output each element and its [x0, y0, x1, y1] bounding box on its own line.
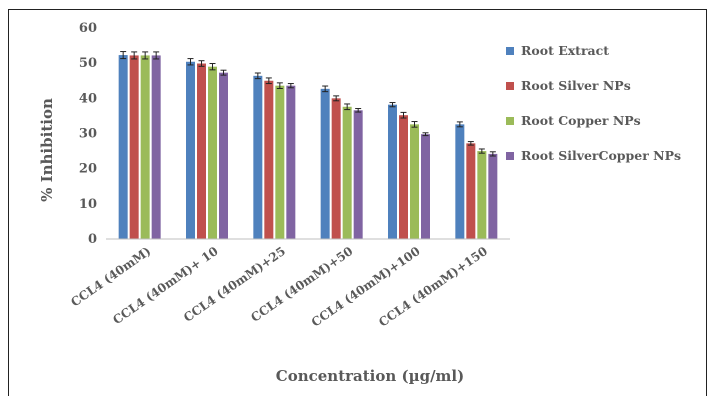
- bar-3-5: [488, 153, 498, 239]
- legend-swatch-2: [506, 117, 514, 125]
- bar-3-1: [219, 72, 228, 239]
- bar-2-4: [410, 124, 419, 239]
- bar-0-3: [320, 88, 330, 239]
- y-tick-label: 20: [79, 162, 97, 177]
- legend-label-3: Root SilverCopper NPs: [521, 148, 681, 163]
- x-tick-label: CCL4 (40mM)+100: [309, 244, 423, 330]
- y-tick-label: 60: [79, 21, 97, 36]
- legend-swatch-0: [506, 47, 514, 55]
- y-tick-label: 30: [79, 127, 97, 142]
- legend-label-1: Root Silver NPs: [521, 78, 631, 93]
- bar-0-4: [388, 104, 397, 239]
- bar-1-5: [466, 143, 476, 239]
- bar-1-3: [331, 98, 341, 239]
- y-tick-label: 40: [79, 91, 97, 106]
- bar-1-4: [399, 115, 408, 239]
- bar-0-5: [455, 124, 465, 239]
- legend-swatch-3: [506, 152, 514, 160]
- bar-0-1: [186, 61, 195, 240]
- bar-2-3: [342, 106, 352, 239]
- bar-1-1: [197, 63, 206, 239]
- bar-3-4: [421, 134, 430, 239]
- x-tick-label: CCL4 (40mM)+150: [376, 244, 490, 330]
- y-axis-title: % Inhibition: [38, 98, 56, 202]
- bar-0-2: [253, 75, 263, 240]
- bar-3-3: [353, 110, 363, 239]
- y-tick-label: 10: [79, 197, 97, 212]
- x-axis-title: Concentration (µg/ml): [276, 367, 464, 385]
- legend-label-0: Root Extract: [521, 43, 609, 58]
- y-tick-label: 0: [88, 232, 97, 247]
- bar-2-0: [140, 55, 150, 240]
- bar-2-1: [208, 66, 217, 239]
- bar-3-0: [151, 55, 161, 240]
- bar-1-0: [129, 55, 139, 240]
- bar-0-0: [118, 55, 128, 239]
- y-tick-label: 50: [79, 56, 97, 71]
- bar-1-2: [264, 80, 274, 239]
- bar-2-5: [477, 151, 487, 239]
- bar-2-2: [275, 85, 285, 239]
- legend-label-2: Root Copper NPs: [521, 113, 641, 128]
- legend-swatch-1: [506, 82, 514, 90]
- bar-3-2: [286, 85, 296, 239]
